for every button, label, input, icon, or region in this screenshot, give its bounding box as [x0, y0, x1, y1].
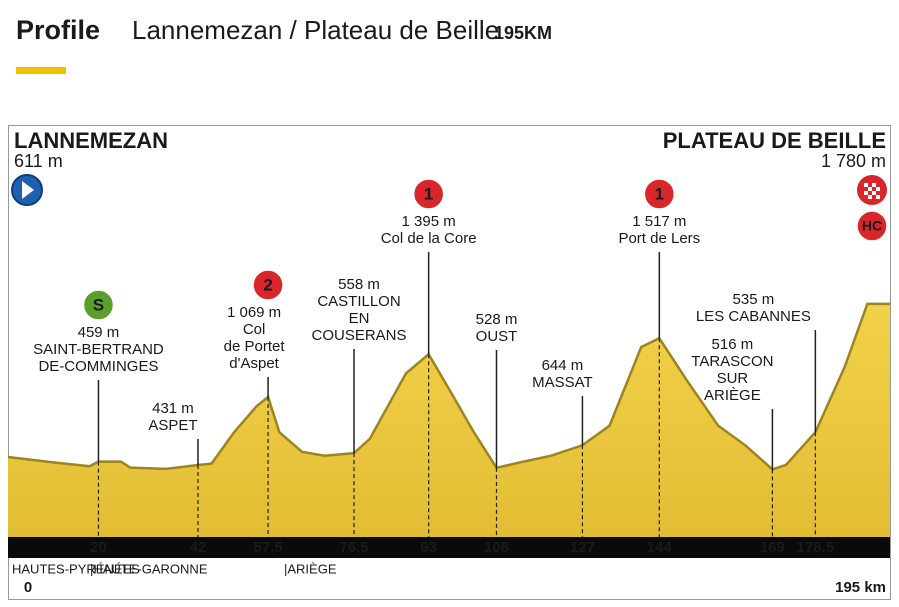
- place-name: ARIÈGE: [704, 387, 761, 404]
- place-name: ASPET: [148, 417, 197, 434]
- finish-altitude: 1 780 m: [821, 151, 886, 171]
- finish-badge: [856, 210, 888, 242]
- place-name: SAINT-BERTRAND: [33, 341, 164, 358]
- finish-icon: [857, 175, 887, 205]
- altitude-label: 535 m: [733, 291, 775, 308]
- region-label: |ARIÈGE: [284, 561, 337, 576]
- place-name: CASTILLON: [317, 293, 400, 310]
- x-tick-label: 178,5: [797, 539, 835, 556]
- place-name: EN: [349, 310, 370, 327]
- start-icon: [11, 174, 43, 206]
- x-tick-label: 20: [90, 539, 107, 556]
- x-tick-label: 76,5: [339, 539, 368, 556]
- place-name: LES CABANNES: [696, 308, 811, 325]
- axis-bar: [8, 537, 890, 558]
- altitude-label: 431 m: [152, 400, 194, 417]
- x-end-label: 195 km: [835, 579, 886, 596]
- altitude-label: 459 m: [78, 324, 120, 341]
- x-end-label: 0: [24, 579, 32, 596]
- category-badge: [412, 178, 445, 210]
- place-name: OUST: [476, 328, 518, 345]
- place-name: d'Aspet: [229, 355, 279, 372]
- x-tick-label: 42: [190, 539, 207, 556]
- altitude-label: 516 m: [712, 336, 754, 353]
- x-tick-label: 57,5: [253, 539, 282, 556]
- altitude-label: 558 m: [338, 276, 380, 293]
- x-tick-label: 169: [760, 539, 785, 556]
- place-name: Col de la Core: [381, 230, 477, 247]
- place-name: Col: [243, 321, 266, 338]
- frame: [8, 125, 891, 600]
- place-name: DE-COMMINGES: [38, 358, 158, 375]
- accent-bar: [16, 67, 66, 74]
- place-name: MASSAT: [532, 374, 593, 391]
- place-name: de Portet: [224, 338, 286, 355]
- altitude-label: 528 m: [476, 311, 518, 328]
- place-name: TARASCON: [691, 353, 773, 370]
- x-tick-label: 144: [647, 539, 673, 556]
- category-badge: [82, 289, 115, 321]
- altitude-label: 1 069 m: [227, 304, 281, 321]
- subtitle: Lannemezan / Plateau de Beille: [132, 15, 499, 45]
- x-tick-label: 93: [420, 539, 437, 556]
- category-label: 2: [263, 275, 272, 294]
- x-tick-label: 127: [570, 539, 595, 556]
- category-badge: [643, 178, 676, 210]
- region-label: |HAUTE-GARONNE: [90, 561, 208, 576]
- altitude-label: 1 395 m: [402, 213, 456, 230]
- place-name: Port de Lers: [618, 230, 700, 247]
- altitude-label: 1 517 m: [632, 213, 686, 230]
- altitude-label: 644 m: [542, 357, 584, 374]
- category-label: S: [93, 295, 104, 314]
- distance: 195KM: [494, 23, 552, 43]
- category-label: 1: [655, 184, 664, 203]
- x-tick-label: 108: [484, 539, 509, 556]
- start-altitude: 611 m: [14, 151, 63, 171]
- start-name: LANNEMEZAN: [14, 128, 168, 153]
- finish-name: PLATEAU DE BEILLE: [663, 128, 886, 153]
- profile-area: [8, 303, 890, 537]
- finish-badge-label: HC: [862, 218, 882, 234]
- category-badge: [252, 269, 284, 301]
- category-label: 1: [424, 184, 433, 203]
- region-label: HAUTES-PYRÉNÉES: [12, 561, 140, 576]
- title: Profile: [16, 15, 100, 45]
- place-name: SUR: [717, 370, 749, 387]
- place-name: COUSERANS: [311, 327, 406, 344]
